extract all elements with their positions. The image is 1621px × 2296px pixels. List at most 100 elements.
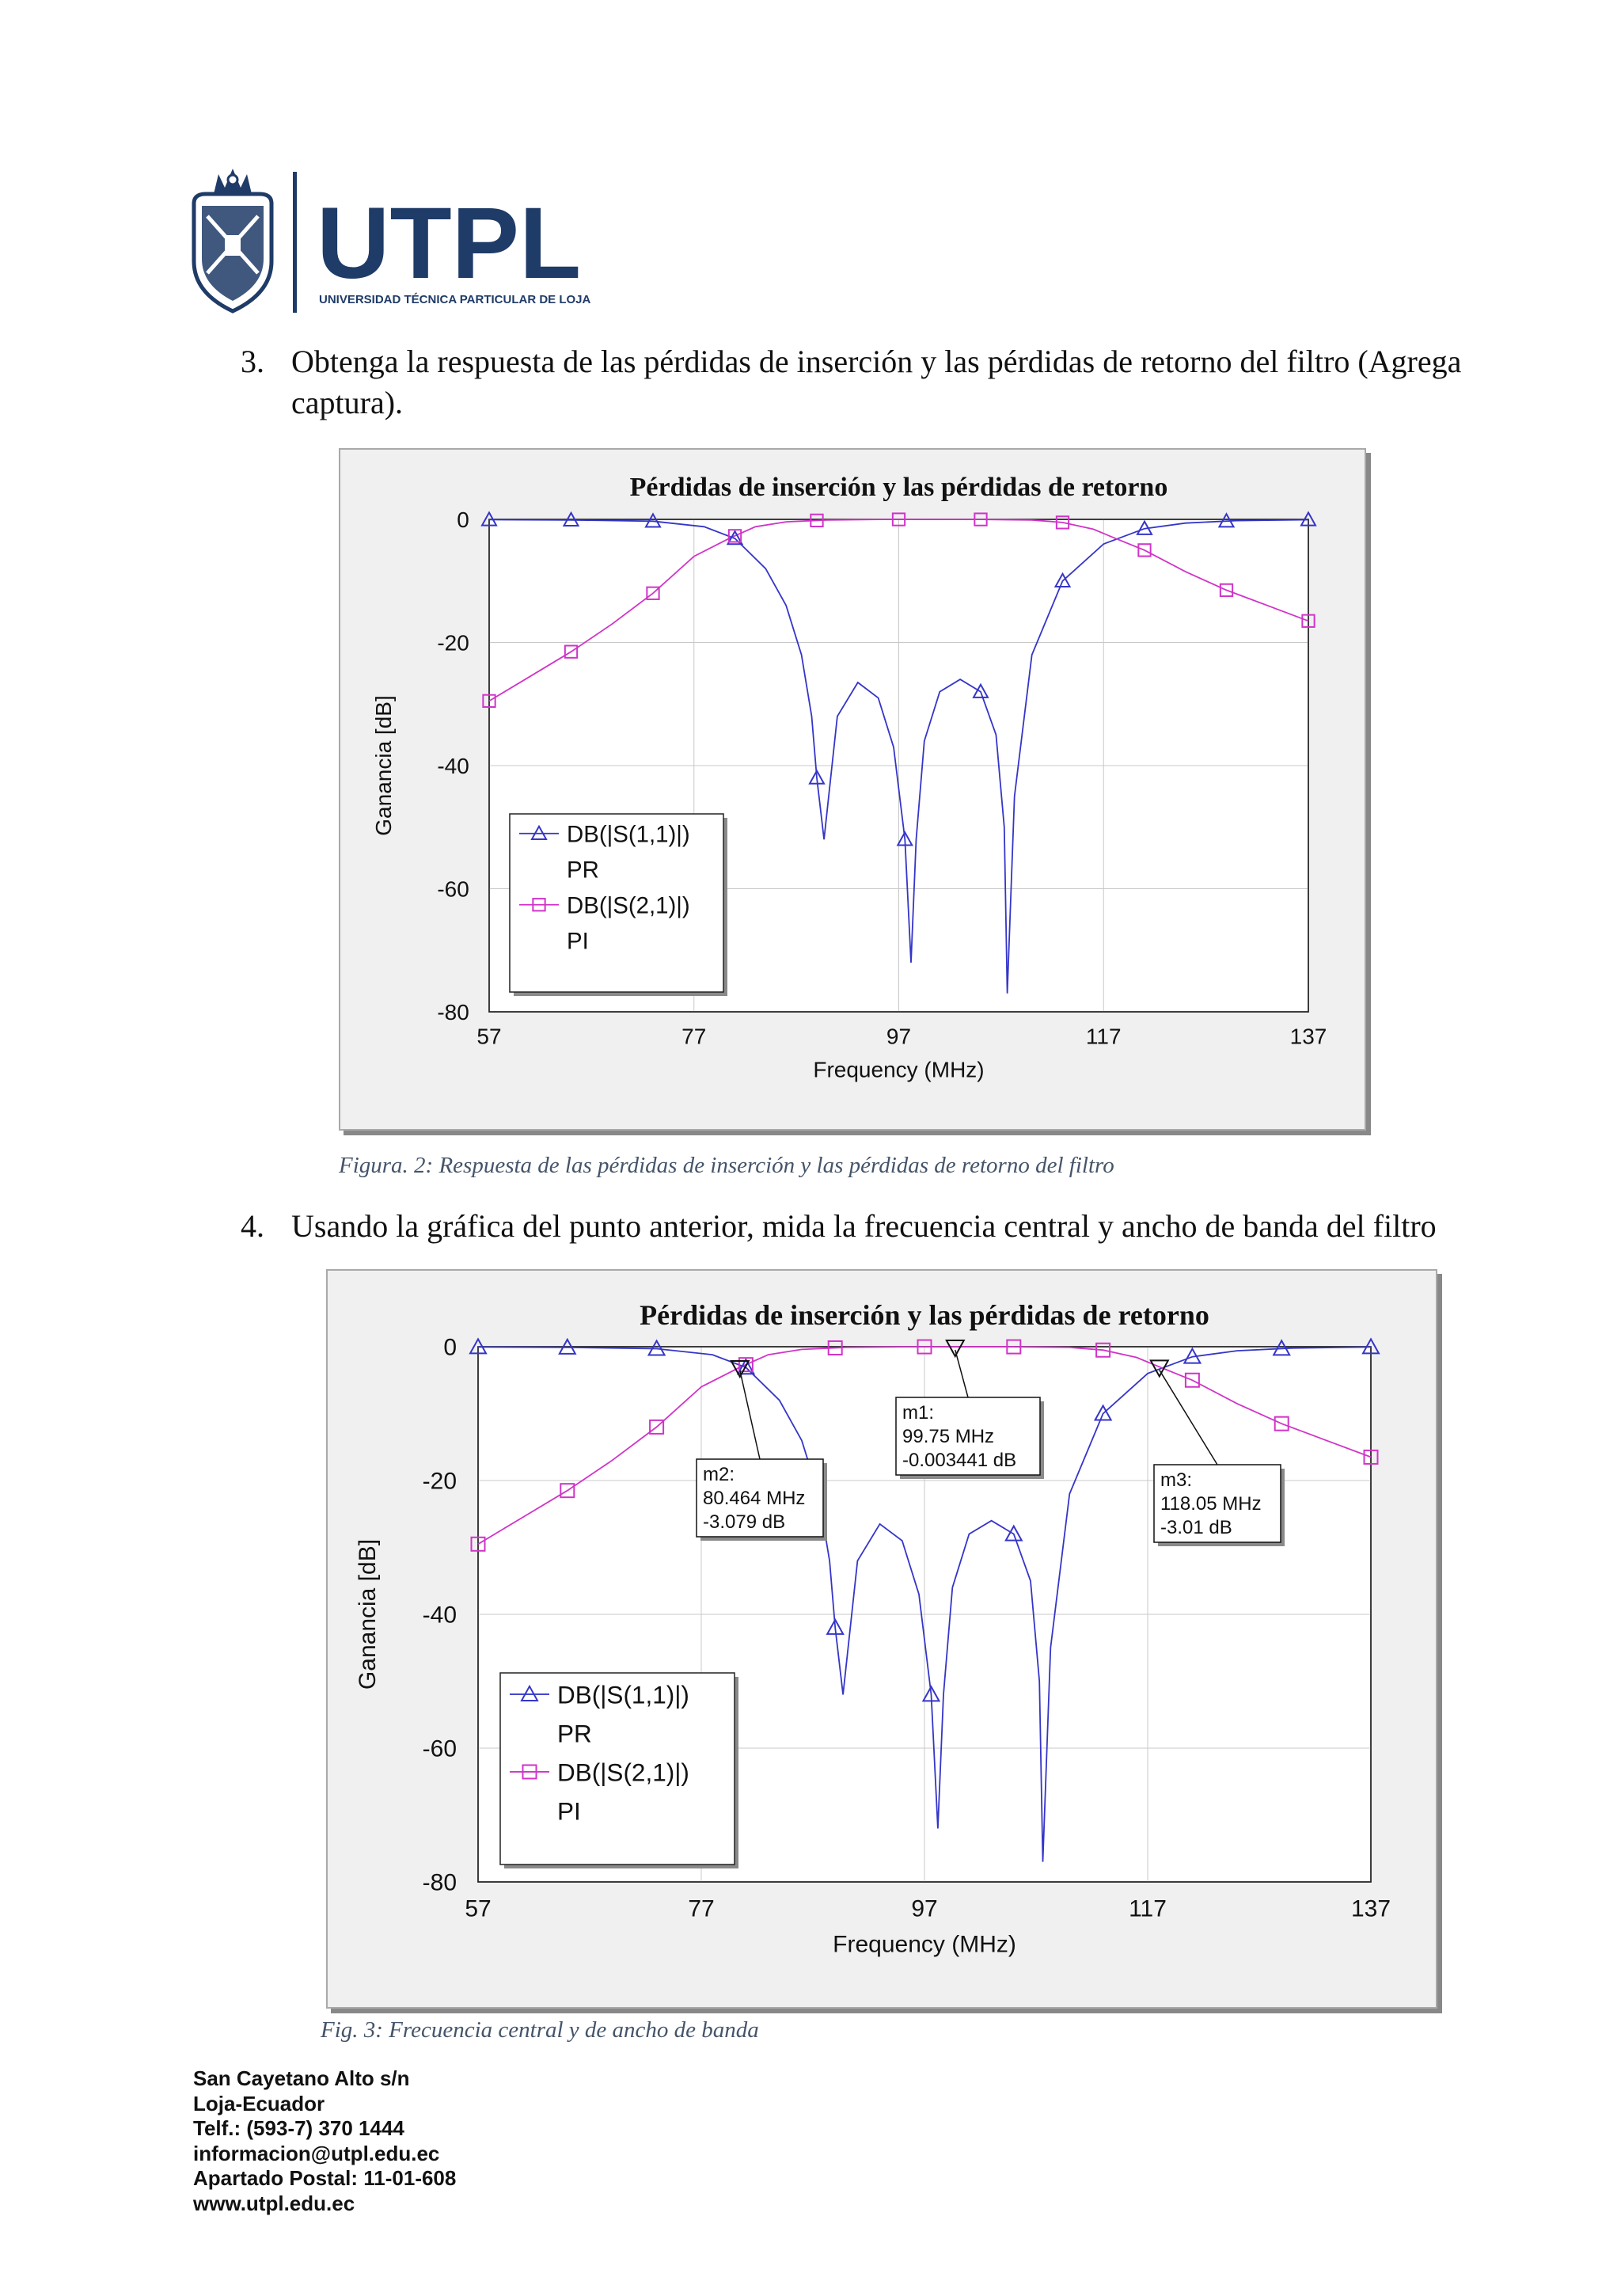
logo-name: UTPL [317,187,581,300]
utpl-logo: UTPL UNIVERSIDAD TÉCNICA PARTICULAR DE L… [192,169,591,314]
footer-line: Loja-Ecuador [193,2091,325,2115]
triangle-marker [1093,1404,1113,1421]
square-marker [470,1536,486,1552]
legend-series-name: DB(|S(2,1)|) [567,892,690,918]
square-marker [482,694,496,709]
x-axis-label: Frequency (MHz) [833,1932,1016,1958]
x-tick-label: 97 [911,1896,937,1922]
chart-2-svg: 57 77 97 117 137 0 -20 -40 -60 -80 Pérdidas de ins… [355,1299,1391,1958]
x-tick-label: 117 [1129,1896,1167,1922]
triangle-marker [1217,512,1236,528]
s21-series-line [477,1346,1372,1545]
square-marker [1055,515,1070,530]
square-marker [1184,1372,1200,1388]
square-marker [649,1419,665,1435]
chart-title: Pérdidas de inserción y las pérdidas de … [640,1299,1209,1331]
square-marker [646,586,660,600]
triangle-marker [558,1337,577,1355]
marker-box-2 [696,1458,824,1538]
triangle-marker [1004,1524,1023,1541]
triangle-marker [1361,1337,1380,1355]
marker-frequency: 99.75 MHz [902,1426,994,1447]
marker-label: m1: [902,1402,934,1424]
triangle-marker [469,1337,488,1355]
legend-series-alias: PI [557,1796,581,1825]
y-tick-label: -80 [437,1000,469,1024]
square-marker [1006,1339,1022,1355]
x-tick-label: 57 [476,1024,501,1049]
square-marker [1095,1342,1111,1358]
legend-box [499,1672,735,1865]
triangle-marker [644,512,662,528]
square-marker [917,1339,932,1355]
x-tick-label: 57 [465,1896,491,1922]
y-tick-label: 0 [443,1335,457,1361]
y-tick-label: -60 [437,876,469,901]
y-tick-label: -80 [423,1870,457,1896]
legend-series-name: DB(|S(1,1)|) [567,821,690,847]
y-tick-label: -40 [437,754,469,778]
square-marker [974,512,988,526]
y-tick-label: -20 [437,630,469,655]
figure-3-caption: Fig. 3: Frecuencia central y de ancho de… [321,2017,759,2043]
s11-series-line [477,1346,1372,1862]
figure-3-chart: 57 77 97 117 137 0 -20 -40 -60 -80 Pérdidas de ins… [326,1269,1437,2009]
marker-box-3 [1153,1464,1281,1543]
triangle-marker [520,1684,539,1701]
crest-emblem [192,169,274,314]
triangle-marker [480,511,498,526]
square-marker [532,898,546,912]
square-marker [1219,583,1234,598]
marker-box-1 [895,1397,1041,1476]
square-marker [1363,1449,1379,1465]
y-axis-label: Ganancia [dB] [355,1539,381,1690]
marker-leader-line [739,1370,761,1460]
footer-line: Telf.: (593-7) 370 1444 [193,2116,404,2140]
x-tick-label: 97 [886,1024,911,1049]
marker-pointer-3 [1149,1359,1170,1378]
s21-series-line [488,519,1309,702]
x-axis-label: Frequency (MHz) [813,1058,984,1082]
question-3-line2: captura). [291,385,404,420]
triangle-marker [530,824,548,840]
marker-value: -3.079 dB [703,1511,785,1533]
square-marker [564,644,579,659]
triangle-marker [921,1685,941,1702]
legend-series-name: DB(|S(2,1)|) [557,1758,689,1786]
triangle-marker [1053,572,1072,587]
square-marker [727,529,742,543]
chart-title: Pérdidas de inserción y las pérdidas de … [630,473,1168,502]
triangle-marker [808,769,826,785]
triangle-marker [896,831,913,846]
marker-frequency: 80.464 MHz [703,1488,805,1509]
triangle-marker [1272,1339,1291,1356]
triangle-marker [1300,511,1317,526]
figure-2-chart: 57 77 97 117 137 0 -20 -40 -60 -80 Pérdidas de ins… [339,448,1366,1131]
triangle-marker [726,530,744,545]
chart-1-svg: 57 77 97 117 137 0 -20 -40 -60 -80 Pérdidas de ins… [371,473,1327,1082]
logo-subtitle: UNIVERSIDAD TÉCNICA PARTICULAR DE LOJA [319,293,591,306]
square-marker [560,1483,575,1499]
square-marker [522,1764,537,1780]
square-marker [1274,1416,1289,1431]
square-marker [1137,543,1152,557]
legend-series-alias: PR [567,857,599,883]
square-marker [738,1357,754,1373]
legend-series-alias: PR [557,1719,592,1747]
legend-series-alias: PI [567,928,589,954]
x-tick-label: 77 [688,1896,714,1922]
triangle-marker [972,682,989,698]
y-tick-label: -40 [423,1602,457,1629]
question-3-number: 3. [241,344,264,379]
marker-value: -0.003441 dB [902,1450,1016,1471]
footer-line: informacion@utpl.edu.ec [193,2141,440,2165]
y-tick-label: -60 [423,1736,457,1762]
triangle-marker [647,1339,666,1356]
x-tick-label: 137 [1351,1896,1391,1922]
question-4-number: 4. [241,1208,264,1244]
footer-line: San Cayetano Alto s/n [193,2066,410,2090]
triangle-marker [1183,1347,1202,1364]
x-tick-label: 137 [1290,1024,1327,1049]
square-marker [1301,614,1315,628]
question-4-line1: Usando la gráfica del punto anterior, mi… [291,1208,1437,1244]
